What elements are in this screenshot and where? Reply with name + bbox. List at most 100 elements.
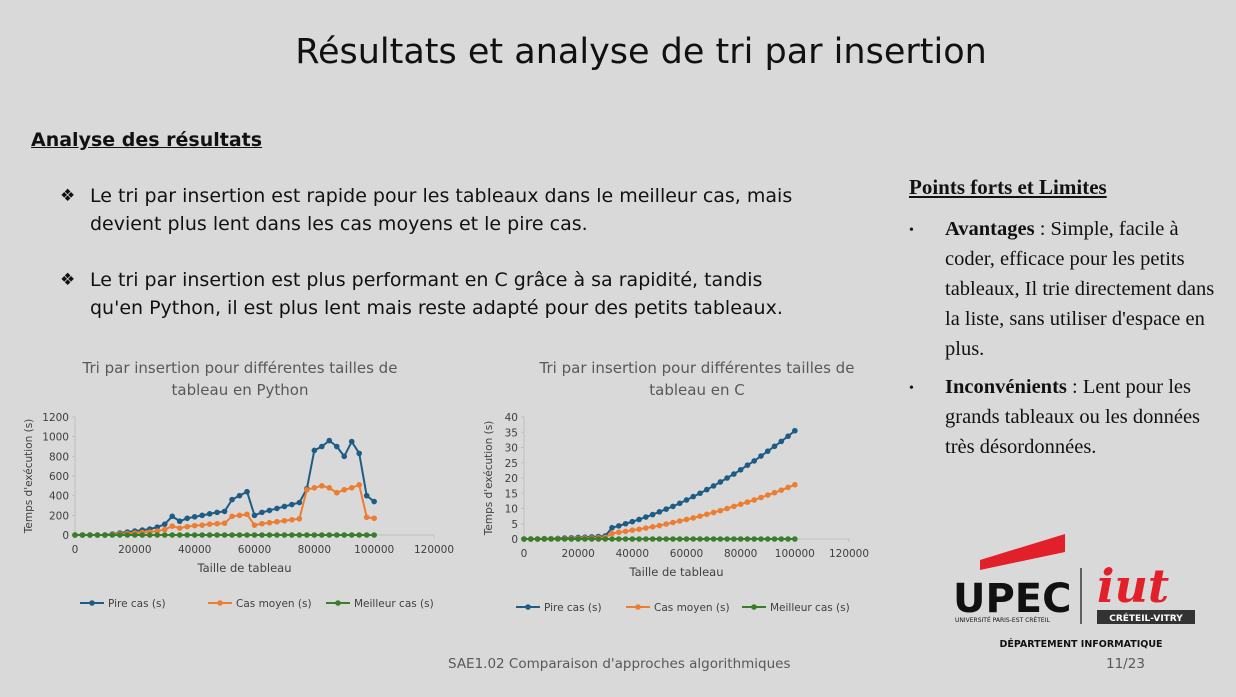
series-point [348, 485, 355, 491]
series-point [274, 518, 280, 525]
series-point [758, 453, 764, 459]
series-point [649, 536, 656, 542]
series-point [771, 443, 778, 450]
series-point [356, 482, 363, 488]
series-point [636, 536, 642, 542]
series-point [561, 536, 568, 542]
x-tick-label: 40000 [616, 548, 649, 560]
y-tick-label: 15 [505, 488, 518, 500]
series-point [371, 532, 377, 538]
series-point [731, 536, 737, 542]
y-tick-label: 1200 [42, 412, 69, 424]
x-tick-label: 0 [521, 548, 528, 560]
series-point [683, 497, 690, 503]
series-point [690, 536, 697, 542]
series-point [94, 532, 101, 538]
series-point [363, 514, 370, 521]
side-item: Inconvénients : Lent pour les grands tab… [909, 372, 1229, 462]
series-point [296, 499, 303, 506]
logo-upec-sub: UNIVERSITÉ PARIS-EST CRÉTEIL [955, 616, 1050, 624]
series-point [72, 532, 78, 538]
series-point [615, 536, 622, 542]
page-number: 11/23 [1106, 656, 1145, 672]
series-point [326, 485, 333, 491]
series-point [663, 506, 669, 512]
series-point [184, 532, 190, 538]
series-point [521, 536, 527, 542]
slide-title: Résultats et analyse de tri par insertio… [295, 32, 987, 72]
side-list: Avantages : Simple, facile à coder, effi… [909, 214, 1229, 470]
series-point [274, 532, 280, 538]
y-tick-label: 30 [505, 443, 518, 455]
series-point [717, 536, 724, 542]
series-point [717, 507, 724, 514]
series-point [87, 532, 93, 538]
series-point [724, 505, 730, 512]
series-point [199, 532, 205, 538]
series-point [191, 522, 198, 529]
series-point [206, 521, 213, 527]
legend-marker [89, 600, 95, 606]
series-point [690, 493, 697, 500]
legend-marker [217, 600, 223, 606]
series-point [697, 513, 703, 519]
series-point [670, 503, 676, 510]
series-point [622, 528, 629, 535]
series-point [109, 532, 116, 538]
series-point [656, 509, 663, 515]
legend-label: Pire cas (s) [544, 602, 602, 614]
x-tick-label: 60000 [238, 544, 271, 556]
series-point [199, 512, 205, 519]
series-point [778, 536, 785, 542]
y-tick-label: 10 [505, 504, 518, 516]
series-point [326, 532, 333, 538]
series-point [236, 532, 243, 538]
chart: Tri par insertion pour différentes taill… [480, 355, 880, 620]
series-point [184, 523, 190, 530]
item-text: : Simple, facile à coder, efficace pour … [945, 218, 1215, 360]
series-point [643, 536, 649, 542]
series-point [751, 536, 758, 542]
series-point [717, 479, 724, 485]
series-point [266, 532, 273, 538]
series-point [161, 532, 168, 538]
series-point [214, 520, 220, 527]
x-tick-label: 60000 [670, 548, 703, 560]
series-point [690, 515, 697, 521]
x-tick-label: 100000 [775, 548, 815, 560]
y-tick-label: 40 [505, 412, 518, 424]
series-point [785, 536, 791, 542]
x-tick-label: 20000 [561, 548, 594, 560]
legend-marker [525, 604, 531, 610]
series-point [737, 501, 744, 508]
series-point [139, 532, 146, 538]
series-point [764, 448, 771, 454]
series-point [281, 503, 288, 510]
series-point [296, 532, 303, 538]
legend-label: Cas moyen (s) [236, 598, 312, 610]
series-point [636, 526, 642, 533]
series-point [771, 536, 778, 542]
series-point [649, 511, 656, 518]
series-point [771, 489, 778, 496]
series-point [206, 532, 213, 538]
series-point [751, 497, 758, 503]
series-point [154, 524, 161, 530]
series-line [524, 429, 796, 540]
series-point [792, 536, 798, 542]
x-tick-label: 0 [72, 544, 79, 556]
logo-iut-sub: CRÉTEIL-VITRY [1109, 612, 1183, 624]
series-point [643, 514, 649, 520]
y-tick-label: 800 [49, 451, 69, 463]
series-point [251, 512, 258, 519]
logo-iut: iut [1097, 559, 1169, 613]
series-point [663, 521, 669, 527]
series-point [348, 438, 355, 445]
logo: UPEC UNIVERSITÉ PARIS-EST CRÉTEIL iut CR… [953, 534, 1195, 650]
series-point [764, 492, 771, 498]
series-point [146, 532, 153, 538]
x-tick-label: 80000 [724, 548, 757, 560]
x-tick-label: 100000 [354, 544, 394, 556]
series-point [643, 525, 649, 531]
